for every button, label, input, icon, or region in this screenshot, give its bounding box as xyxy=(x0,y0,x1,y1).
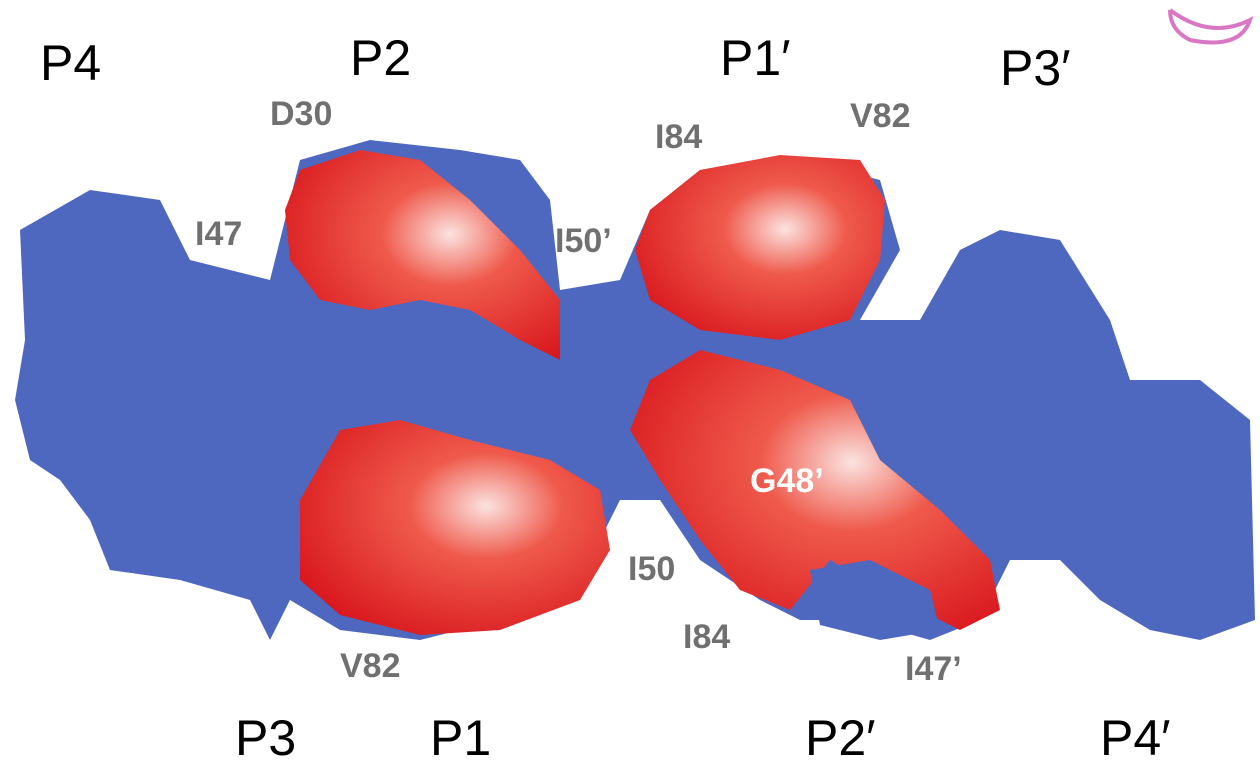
residue-label: I50 xyxy=(628,550,675,588)
pocket-label: P2′ xyxy=(805,710,876,766)
ribbon xyxy=(1170,10,1250,43)
pocket-label: P1′ xyxy=(720,30,791,86)
residue-label: I84 xyxy=(683,618,730,656)
pocket-label: P3 xyxy=(235,710,296,766)
residue-label: D30 xyxy=(270,95,332,133)
residue-label: I47 xyxy=(195,215,242,253)
residue-label: G48’ xyxy=(750,462,824,500)
pocket-label: P4′ xyxy=(1100,710,1171,766)
pocket-label: P3′ xyxy=(1000,40,1071,96)
red-surface xyxy=(635,155,885,340)
residue-label: I84 xyxy=(655,118,702,156)
residue-label: V82 xyxy=(850,97,911,135)
pocket-label: P1 xyxy=(430,710,491,766)
pocket-label: P2 xyxy=(350,30,411,86)
residue-label: I47’ xyxy=(905,650,962,688)
figure: P4 P2 P1′ P3′ P3 P1 P2′ P4′ D30 I47 I50’… xyxy=(0,0,1260,768)
residue-label: V82 xyxy=(340,647,401,685)
pocket-label: P4 xyxy=(40,35,101,91)
residue-label: I50’ xyxy=(555,222,612,260)
